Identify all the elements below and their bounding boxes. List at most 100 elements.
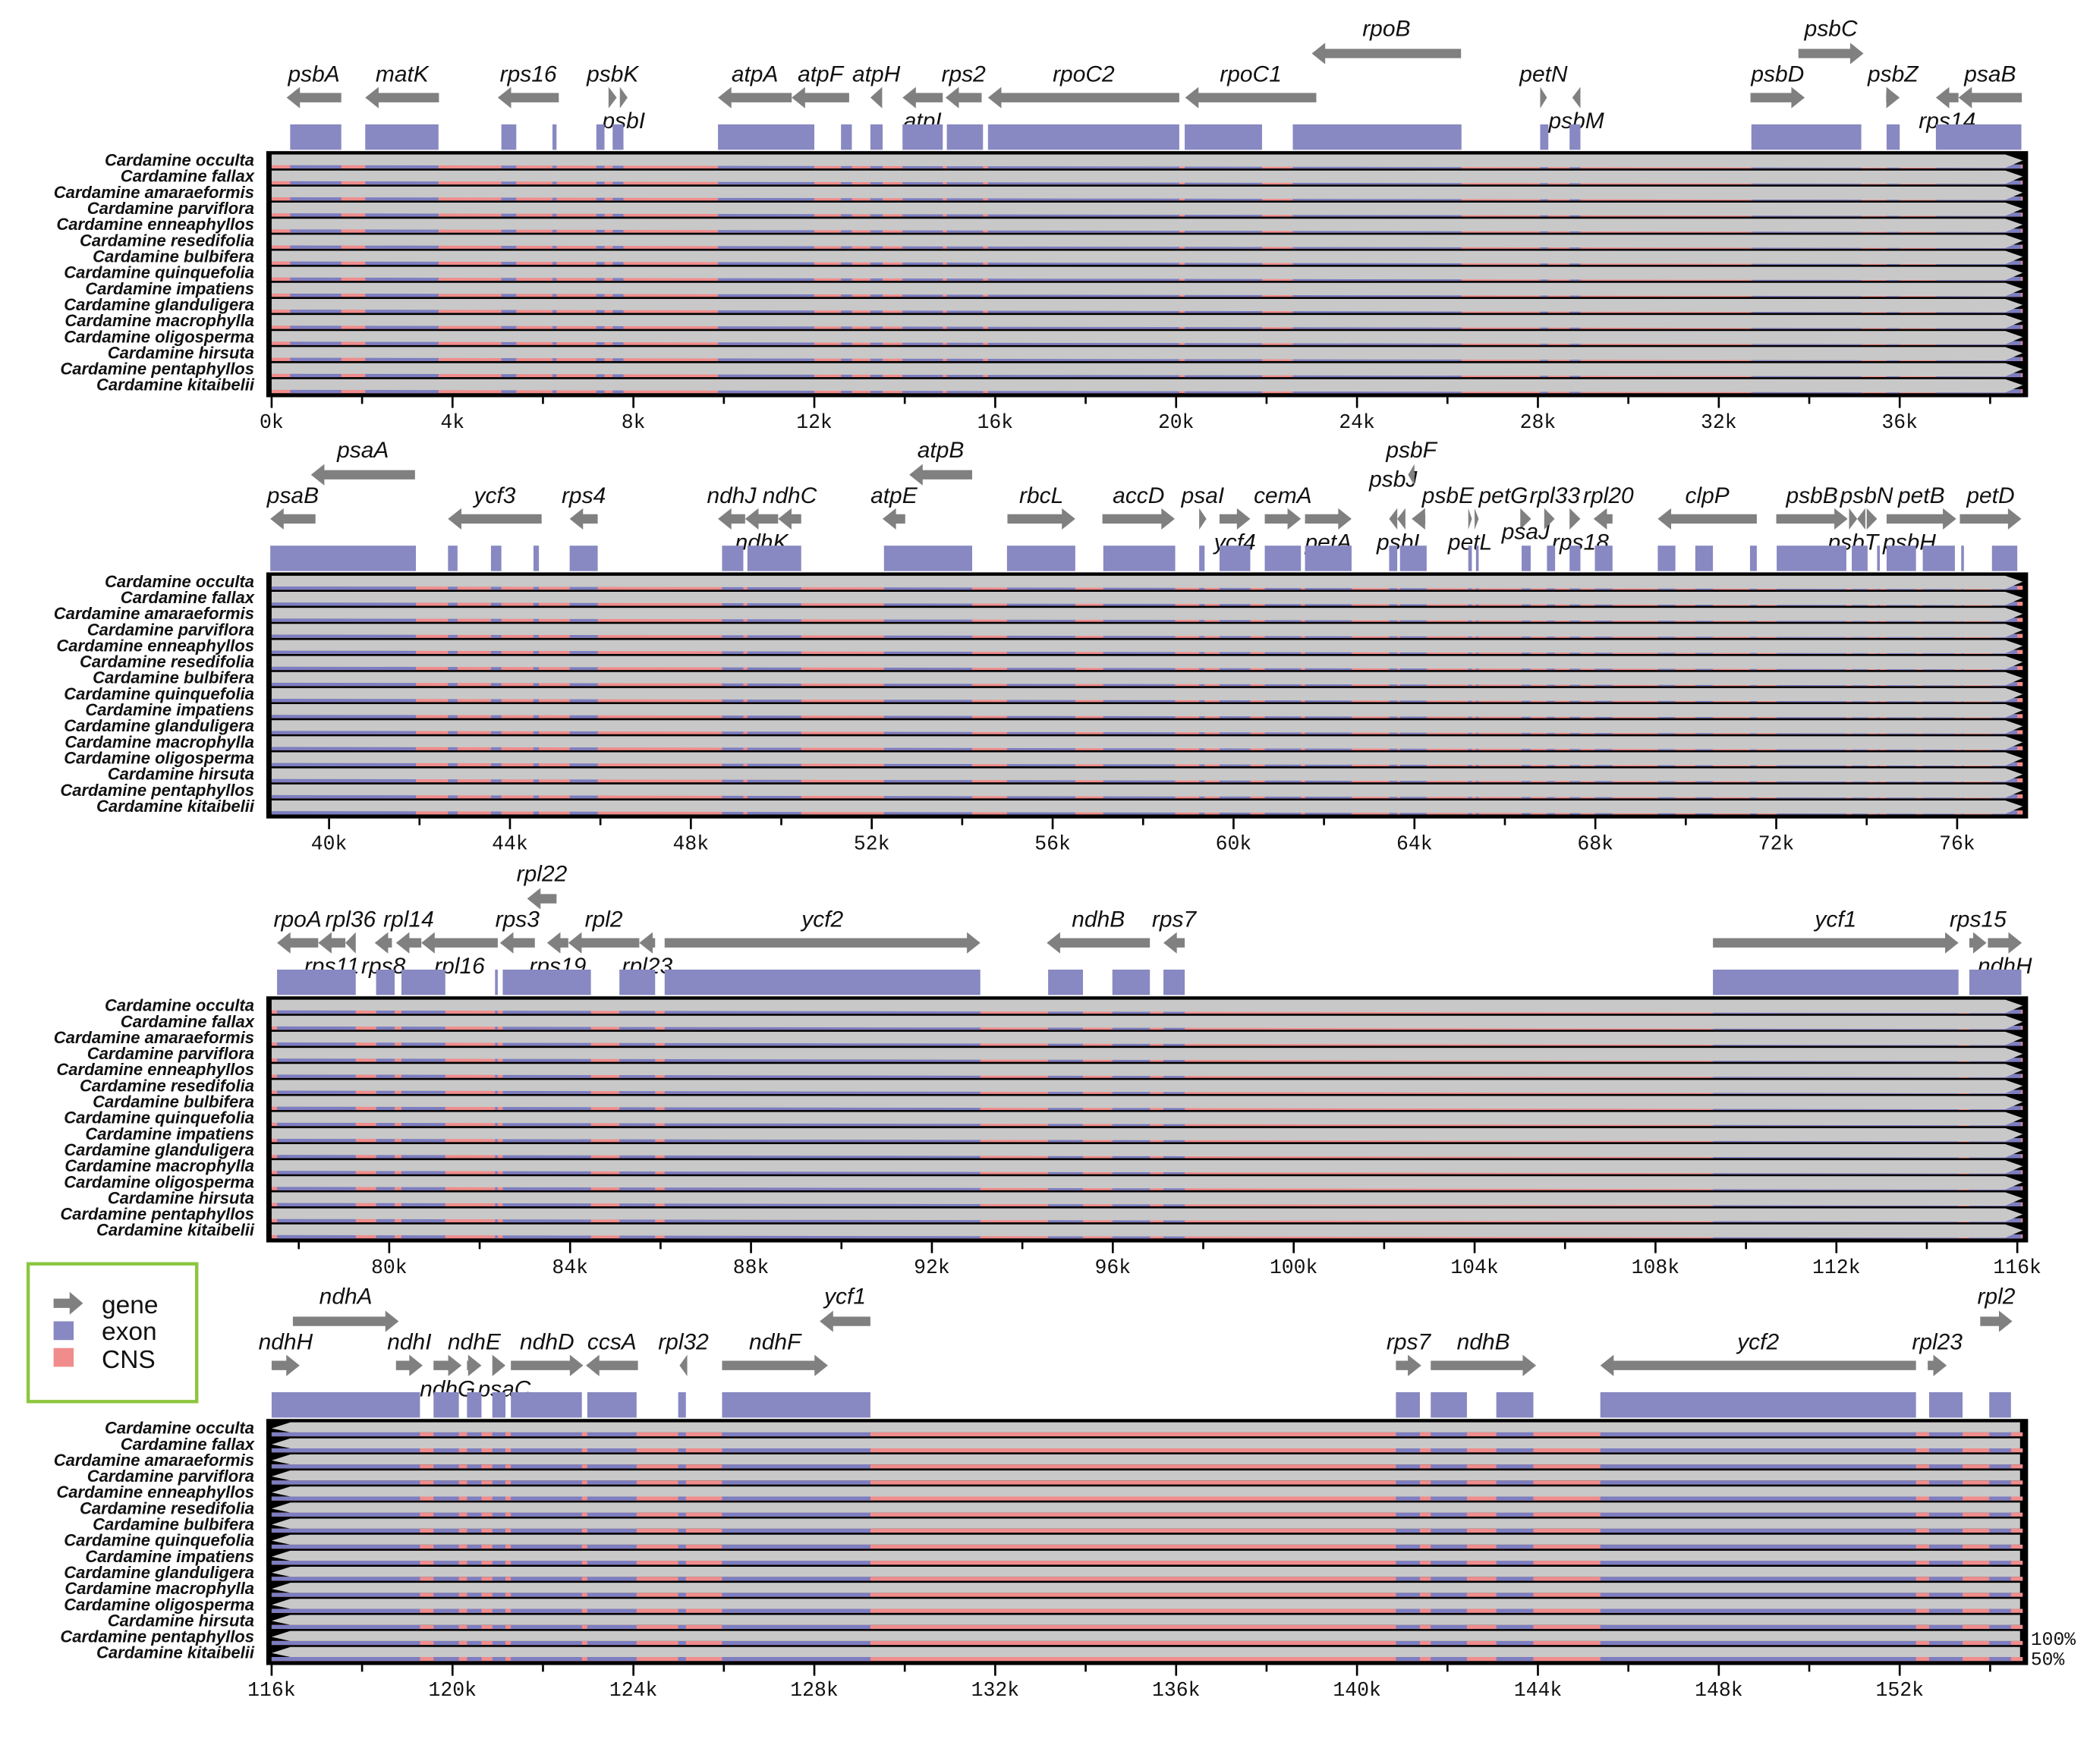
exon-strip — [596, 325, 605, 329]
exon-strip — [502, 1218, 591, 1223]
exon-strip — [511, 1577, 582, 1581]
gene-arrow-rps7 — [1396, 1354, 1421, 1376]
exon-strip — [870, 309, 883, 313]
exon-strip — [678, 1624, 686, 1629]
exon-strip — [376, 1074, 395, 1078]
gene-arrow-ycf1 — [820, 1310, 870, 1332]
exon-strip — [277, 1090, 356, 1094]
gene-label-ycf3: ycf3 — [473, 483, 516, 508]
exon-strip — [401, 1154, 445, 1159]
sequence-label: Cardamine macrophylla — [65, 311, 254, 330]
conservation-curve — [271, 608, 2023, 621]
exon-strip — [612, 276, 624, 281]
exon-strip — [678, 1480, 686, 1485]
exon-strip — [1989, 1544, 2011, 1549]
sequence-label: Cardamine bulbifera — [93, 668, 254, 687]
exon-strip — [467, 1528, 482, 1533]
exon-strip — [490, 665, 502, 671]
gene-label-ccsA: ccsA — [587, 1330, 637, 1355]
exon-strip — [552, 325, 557, 329]
exon-strip — [902, 357, 943, 361]
exon-strip — [533, 602, 540, 606]
sequence-label: Cardamine glanduligera — [64, 1563, 254, 1582]
exon-strip — [747, 794, 801, 799]
exon-strip — [1496, 1528, 1534, 1533]
gene-arrow-ycf4 — [1219, 508, 1251, 530]
conservation-curve — [271, 784, 2023, 798]
exon-strip — [1048, 1218, 1083, 1223]
exon-strip — [902, 260, 943, 266]
exon-strip — [678, 1640, 686, 1646]
exon-strip — [678, 1656, 686, 1662]
gene-label-petG: petG — [1478, 483, 1528, 508]
exon-strip — [433, 1593, 459, 1597]
exon-strip — [495, 1138, 498, 1143]
exon-strip — [511, 1608, 582, 1613]
conservation-curve — [271, 315, 2023, 329]
exon-strip — [596, 180, 605, 185]
gene-label-psaB: psaB — [1963, 62, 2016, 87]
gene-arrow-psaB — [1958, 86, 2022, 108]
exon-strip — [841, 388, 852, 394]
exon-strip — [376, 1202, 395, 1206]
exon-strip — [722, 778, 744, 783]
sequence-label: Cardamine enneaphyllos — [56, 1060, 254, 1079]
conservation-curve — [271, 1192, 2023, 1206]
exon-strip — [365, 388, 439, 394]
exon-strip — [290, 357, 342, 361]
exon-strip — [433, 1432, 459, 1437]
exon-strip — [533, 681, 540, 687]
exon-strip — [722, 602, 744, 606]
cns-strip — [271, 1496, 2023, 1501]
exon-strip — [533, 665, 540, 671]
gene-label-ndhB: ndhB — [1072, 907, 1125, 932]
exon-strip — [587, 1656, 637, 1662]
gene-label-psbC: psbC — [1804, 17, 1858, 42]
exon-strip — [290, 293, 342, 297]
exon-strip — [552, 276, 557, 281]
exon-strip — [987, 228, 1179, 233]
exon-strip — [365, 276, 439, 281]
exon-strip — [718, 373, 815, 378]
conservation-curve — [271, 250, 2023, 265]
exon-strip — [365, 164, 439, 169]
exon-strip — [1496, 1464, 1534, 1469]
exon-strip — [946, 228, 984, 233]
exon-strip — [502, 1234, 591, 1239]
exon-strip — [401, 1090, 445, 1094]
conservation-curve — [271, 170, 2023, 184]
exon-strip — [401, 1202, 445, 1206]
conservation-curve — [271, 800, 2023, 814]
exon-strip — [1431, 1512, 1467, 1517]
conservation-curve — [271, 1534, 2020, 1545]
sequence-label: Cardamine oligosperma — [64, 1595, 254, 1614]
exon-strip — [747, 602, 801, 606]
exon-strip — [533, 698, 540, 703]
exon-strip — [946, 293, 984, 297]
exon-strip — [870, 341, 883, 345]
tick-label: 104k — [1450, 1256, 1498, 1279]
tick-label: 116k — [247, 1679, 295, 1702]
exon-strip — [401, 1234, 445, 1239]
gene-arrow-rpl16 — [421, 932, 498, 954]
exon-strip — [678, 1496, 686, 1501]
exon-block — [1922, 546, 1955, 571]
exon-strip — [1048, 1170, 1083, 1174]
exon-strip — [467, 1464, 482, 1469]
sequence-label: Cardamine macrophylla — [65, 1156, 254, 1175]
tick-label: 40k — [311, 832, 348, 855]
exon-strip — [501, 373, 517, 378]
exon-strip — [277, 1025, 356, 1030]
exon-strip — [1600, 1432, 1916, 1437]
sequence-label: Cardamine impatiens — [85, 1547, 254, 1566]
gene-arrow-psbD — [1750, 86, 1805, 108]
cns-strip — [271, 1624, 2023, 1629]
tick-label: 28k — [1520, 411, 1557, 434]
gene-arrow-ndhK — [744, 508, 779, 530]
conservation-curve — [271, 656, 2023, 670]
exon-strip — [448, 714, 458, 718]
cns-strip — [271, 1577, 2023, 1581]
sequence-label: Cardamine oligosperma — [64, 327, 254, 346]
exon-strip — [448, 681, 458, 687]
exon-block — [612, 124, 624, 150]
